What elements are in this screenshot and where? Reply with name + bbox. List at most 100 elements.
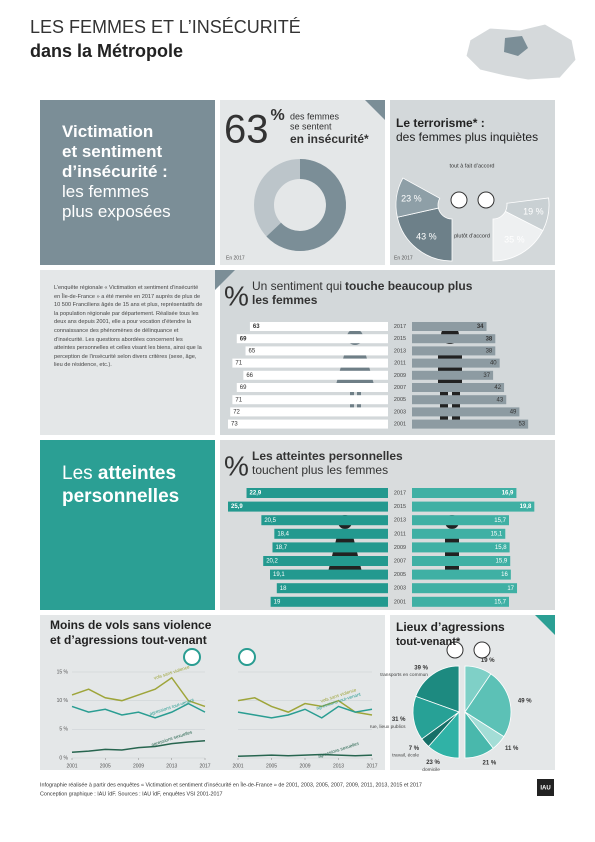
- value-label: 40: [490, 361, 497, 367]
- category-label: tout à fait d’accord: [450, 163, 495, 169]
- chart-title: Moins de vols sans violence: [50, 618, 212, 632]
- chart-title: et d’agressions tout-venant: [50, 633, 207, 647]
- value-label: 43 %: [416, 231, 437, 241]
- bar: [412, 528, 506, 539]
- percent-symbol: %: [224, 280, 249, 311]
- chart-title: Un sentiment qui: [252, 279, 342, 293]
- value-label: 19,1: [273, 572, 285, 578]
- woman-icon: [446, 641, 464, 659]
- bar: [412, 407, 520, 417]
- footer-text: Conception graphique : IAU îdF. Sources …: [40, 791, 223, 797]
- bar: [412, 383, 505, 392]
- line-series: [237, 753, 373, 758]
- bar: [412, 395, 507, 405]
- value-label: 19 %: [481, 658, 495, 664]
- value-label: 71: [235, 361, 242, 367]
- logo: IAU: [540, 786, 550, 792]
- bar: [412, 542, 510, 553]
- map-highlight: [504, 36, 528, 56]
- pie-wedge: [464, 710, 494, 759]
- bar: [228, 501, 388, 512]
- y-tick-label: 10 %: [57, 698, 69, 704]
- donut-text: se sentent: [290, 121, 332, 131]
- value-label: 23 %: [401, 194, 422, 204]
- year-label: 2015: [394, 504, 406, 510]
- value-label: 19 %: [523, 206, 544, 216]
- bar: [261, 515, 388, 526]
- bar: [243, 370, 388, 380]
- bar: [272, 542, 388, 553]
- bar: [232, 358, 388, 368]
- value-label: 25,9: [231, 504, 243, 510]
- footer-text: Infographie réalisée à partir des enquêt…: [40, 781, 422, 788]
- chart-subtitle: touchent plus les femmes: [252, 463, 388, 477]
- bar: [412, 556, 511, 566]
- panel-survey: L’enquête régionale « Victimation et sen…: [40, 270, 215, 435]
- value-label: 20,5: [264, 518, 276, 524]
- bar: [412, 346, 496, 356]
- section-subtitle: les femmes: [62, 182, 149, 201]
- x-tick-label: 2005: [266, 763, 277, 769]
- value-label: 66: [246, 373, 253, 379]
- survey-text: L’enquête régionale « Victimation et sen…: [54, 285, 203, 369]
- section-subtitle: plus exposées: [62, 202, 171, 221]
- chart-title-bold: touche beaucoup plus: [345, 279, 473, 293]
- section-title: Victimation: [62, 122, 154, 141]
- donut-arc: [266, 159, 346, 251]
- x-tick-label: 2009: [133, 763, 144, 769]
- bar: [236, 334, 388, 344]
- value-label: 16,9: [502, 491, 514, 497]
- bar: [274, 528, 388, 539]
- bar: [412, 322, 487, 331]
- bar: [412, 370, 494, 380]
- year-label: 2013: [394, 518, 406, 524]
- value-label: 72: [233, 409, 240, 415]
- value-label: 18: [280, 586, 287, 592]
- woman-icon: [450, 191, 468, 209]
- value-label: 15,1: [491, 531, 503, 537]
- line-series: [71, 702, 206, 719]
- note: En 2017: [394, 255, 413, 261]
- value-label: 23 %: [426, 760, 440, 766]
- year-label: 2017: [394, 324, 406, 330]
- man-icon: [477, 191, 495, 209]
- value-label: 63: [253, 324, 260, 330]
- value-label: 38: [486, 336, 493, 342]
- year-label: 2005: [394, 572, 406, 578]
- value-label: 19,8: [520, 504, 532, 510]
- x-tick-label: 2005: [100, 763, 111, 769]
- value-label: 15,8: [495, 545, 507, 551]
- section-prefix: Les: [62, 463, 93, 484]
- y-tick-label: 15 %: [57, 669, 69, 675]
- bar: [236, 383, 388, 392]
- pie-wedge: [464, 673, 512, 738]
- year-label: 2009: [394, 545, 406, 551]
- value-label: 42: [494, 385, 501, 391]
- bar: [412, 501, 535, 512]
- section-title: Les atteintes: [62, 462, 215, 485]
- chart-title-bold: Les atteintes personnelles: [252, 449, 403, 463]
- panel-attacks: Les atteintes personnelles: [40, 440, 215, 610]
- bar: [245, 346, 388, 356]
- line-series: [237, 697, 373, 716]
- pie-wedge: [415, 665, 460, 713]
- category-label: domicile: [422, 767, 440, 773]
- pie-wedge: [395, 177, 441, 218]
- value-label: 7 %: [409, 746, 420, 752]
- x-tick-label: 2001: [66, 763, 77, 769]
- value-label: 22,9: [250, 491, 262, 497]
- year-label: 2011: [394, 531, 406, 537]
- bar: [246, 488, 388, 498]
- value-label: 39 %: [414, 665, 428, 671]
- section-title: et sentiment: [62, 142, 163, 161]
- y-tick-label: 5 %: [59, 727, 68, 733]
- pie-wedge: [492, 210, 544, 262]
- x-tick-label: 2013: [166, 763, 177, 769]
- category-label: transports en commun: [380, 672, 428, 678]
- year-label: 2005: [394, 397, 406, 403]
- chart-title: Lieux d’agressions: [396, 620, 505, 634]
- x-tick-label: 2017: [199, 763, 210, 769]
- corner-triangle: [215, 270, 235, 290]
- year-label: 2009: [394, 373, 406, 379]
